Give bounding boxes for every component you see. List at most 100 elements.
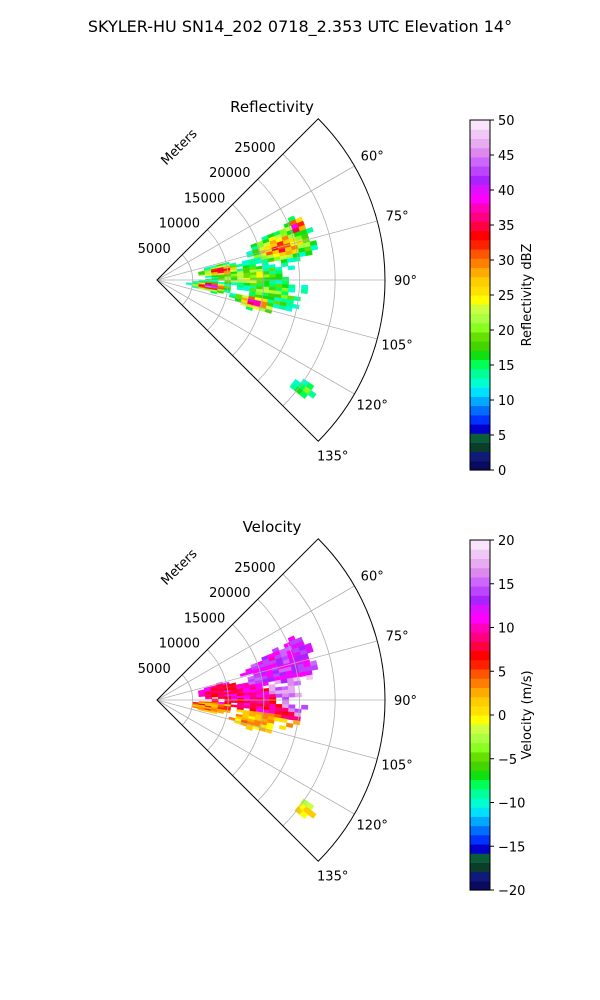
radar-gate [243, 705, 251, 709]
radar-gate [275, 283, 283, 289]
colorbar-swatch [470, 816, 490, 827]
colorbar-swatch [470, 595, 490, 606]
radar-gate [287, 715, 295, 721]
radar-gate [275, 280, 283, 285]
radar-gate [305, 250, 313, 257]
radar-gate [217, 696, 225, 699]
colorbar-swatch [470, 641, 490, 652]
radar-gate [268, 690, 277, 695]
colorbar-tick-label: 40 [498, 184, 515, 199]
radar-gate [275, 270, 283, 275]
radar-gate [250, 280, 257, 284]
r-tick-label: 25000 [234, 141, 275, 156]
r-tick-label: 10000 [159, 217, 200, 232]
radar-gate [256, 694, 264, 699]
colorbar-swatch [470, 396, 490, 407]
colorbar-swatch [470, 862, 490, 873]
azimuth-spoke [156, 699, 378, 760]
radar-gate [281, 262, 289, 268]
colorbar-swatch [470, 230, 490, 241]
colorbar-tick-label: −15 [498, 840, 525, 855]
colorbar-swatch [470, 678, 490, 688]
radar-gate [243, 287, 251, 292]
colorbar-tick-label: 15 [498, 578, 515, 593]
radar-gate [210, 290, 218, 295]
radar-gate [299, 810, 309, 820]
colorbar-swatch [470, 331, 490, 342]
radar-gate [249, 694, 257, 699]
colorbar-tick-label: 25 [498, 289, 515, 304]
colorbar-swatch [470, 285, 490, 296]
azimuth-spoke [156, 279, 355, 395]
colorbar-swatch [470, 433, 490, 443]
colorbar-tick-label: −5 [498, 753, 517, 768]
radar-gate [275, 693, 283, 698]
radar-gate [280, 718, 288, 724]
colorbar-swatch [470, 138, 490, 149]
radar-gate [245, 726, 253, 732]
azimuth-spoke [156, 585, 355, 701]
radar-gate [282, 280, 290, 285]
colorbar-swatch [470, 359, 490, 370]
azimuth-spoke [156, 165, 355, 281]
velocity-data [191, 635, 319, 820]
radar-gate [281, 689, 289, 695]
colorbar-swatch [470, 212, 490, 222]
colorbar-swatch [470, 853, 490, 863]
radar-gate [278, 724, 287, 731]
colorbar-label: Reflectivity dBZ [520, 244, 535, 347]
theta-tick-label: 135° [317, 450, 348, 465]
theta-tick-label: 90° [394, 274, 417, 289]
colorbar-swatch [470, 202, 490, 213]
colorbar-tick-label: 10 [498, 622, 515, 637]
colorbar-swatch [470, 558, 490, 569]
colorbar-swatch [470, 668, 490, 679]
colorbar-swatch [470, 313, 490, 324]
colorbar-swatch [470, 871, 490, 882]
radar-gate [205, 697, 213, 700]
theta-tick-label: 60° [361, 150, 384, 165]
radar-gate [285, 722, 294, 729]
velocity-grid [156, 538, 386, 862]
radar-gate [301, 704, 309, 710]
r-tick-label: 5000 [138, 242, 171, 257]
radar-gate [235, 263, 244, 268]
r-tick-label: 10000 [159, 637, 200, 652]
colorbar-swatch [470, 156, 490, 167]
colorbar-swatch [470, 880, 490, 891]
sector-frame [156, 538, 386, 862]
radar-gate [230, 275, 238, 279]
colorbar-swatch [470, 779, 490, 790]
theta-tick-label: 75° [386, 630, 409, 645]
colorbar-swatch [470, 442, 490, 453]
radar-gate [292, 719, 301, 726]
r-tick-label: 5000 [138, 662, 171, 677]
colorbar-swatch [470, 622, 490, 633]
colorbar-swatch [470, 322, 490, 333]
radar-gate [275, 690, 283, 695]
radar-gate [273, 717, 282, 723]
radar-gate [282, 700, 290, 705]
radar-gate [236, 287, 244, 291]
theta-tick-label: 105° [381, 338, 412, 353]
radar-gate [288, 284, 296, 289]
reflectivity-grid [156, 118, 386, 442]
radar-gate [310, 664, 319, 671]
colorbar-tick-label: 20 [498, 324, 515, 339]
colorbar-swatch [470, 797, 490, 808]
radar-gate [216, 290, 224, 294]
radar-gate [237, 695, 245, 699]
radar-gate [282, 693, 290, 698]
radar-gate [293, 256, 301, 262]
radar-gate [243, 695, 251, 699]
colorbar-swatch [470, 350, 490, 361]
radar-gate [216, 710, 224, 714]
radar-gate [236, 709, 244, 713]
radar-gate [249, 274, 257, 279]
reflectivity-title: Reflectivity [230, 98, 314, 116]
colorbar-swatch [470, 175, 490, 186]
colorbar-swatch [470, 193, 490, 204]
colorbar-swatch [470, 405, 490, 416]
colorbar-swatch [470, 770, 490, 781]
radar-gate [307, 810, 317, 819]
